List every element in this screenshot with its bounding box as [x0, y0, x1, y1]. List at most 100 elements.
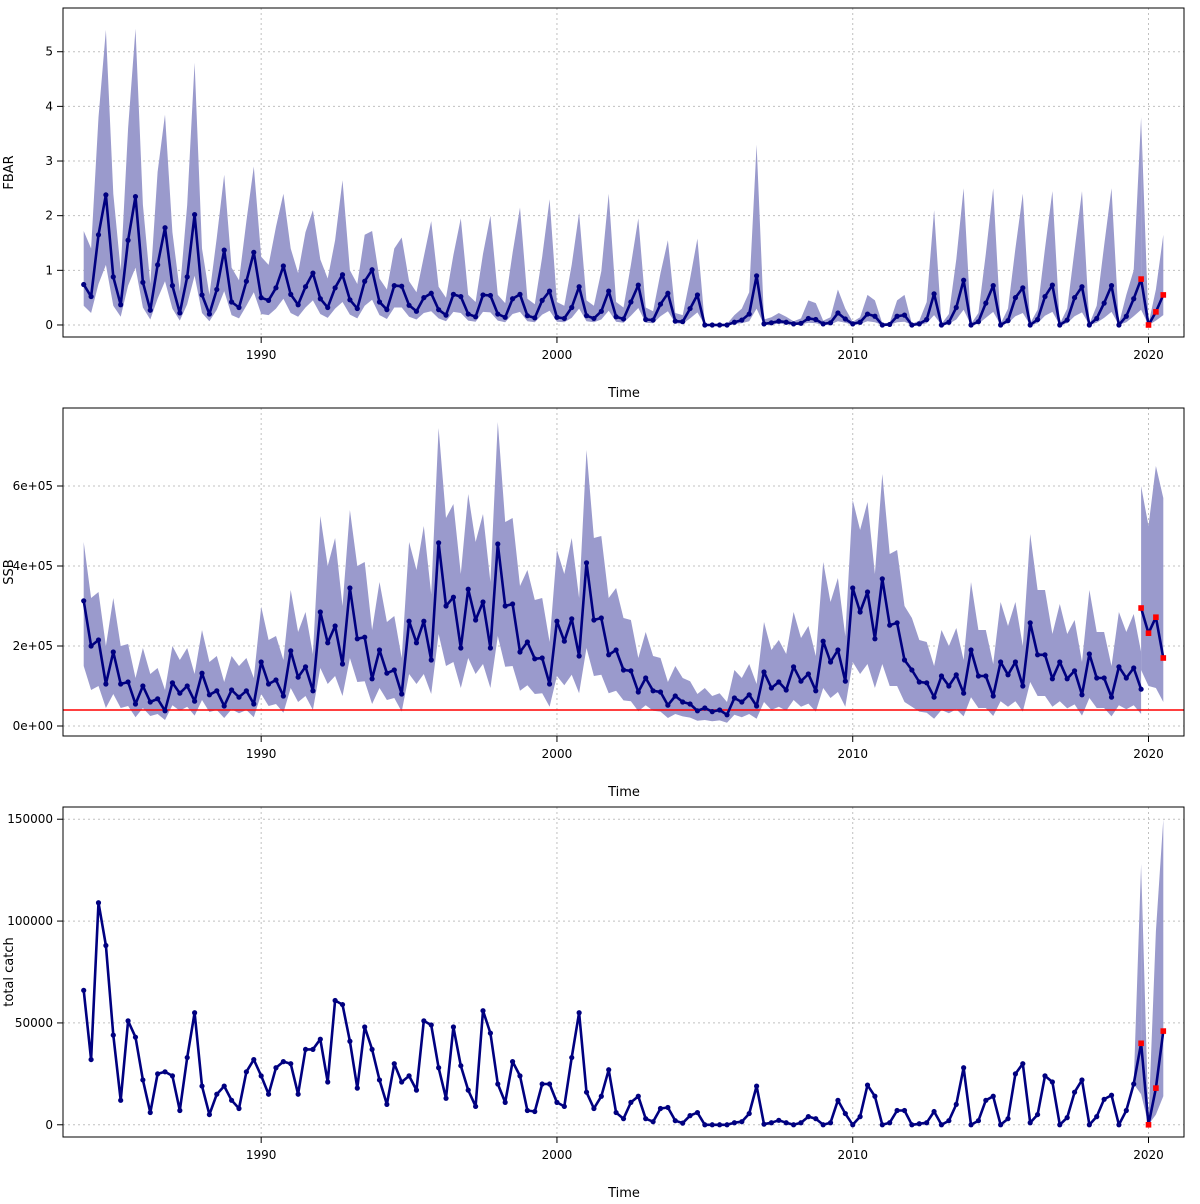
estimate-point [1116, 1122, 1122, 1128]
plot-frame [62, 806, 1185, 1138]
estimate-point [731, 695, 738, 701]
estimate-point [717, 1122, 723, 1128]
estimate-point [265, 1091, 272, 1097]
estimate-point [909, 667, 915, 673]
estimate-point [746, 1110, 752, 1117]
estimate-point [436, 540, 442, 546]
estimate-point [236, 1105, 242, 1112]
estimate-point [258, 295, 264, 301]
estimate-point [1027, 620, 1033, 626]
estimate-point [103, 681, 109, 687]
estimate-point [835, 1097, 841, 1103]
estimate-point [509, 296, 516, 302]
estimate-point [583, 1089, 590, 1095]
estimate-point [376, 1077, 383, 1083]
estimate-point [118, 1097, 124, 1103]
estimate-point [805, 1114, 811, 1120]
estimate-point [879, 322, 885, 328]
estimate-point [1042, 1073, 1048, 1079]
estimate-point [717, 322, 723, 328]
estimate-point [295, 302, 301, 308]
estimate-point [265, 297, 272, 303]
estimate-point [1020, 285, 1026, 291]
estimate-point [406, 302, 412, 308]
estimate-point [1012, 1071, 1019, 1077]
estimate-point [606, 1067, 612, 1073]
estimate-point [1027, 322, 1033, 328]
estimate-point [901, 657, 908, 663]
x-tick-label: 1990 [246, 348, 277, 362]
y-tick-label: 100000 [7, 914, 53, 928]
estimate-point [95, 900, 102, 906]
estimate-point [813, 316, 819, 323]
estimate-point [421, 618, 427, 624]
estimate-point [243, 688, 249, 694]
estimate-point [1131, 296, 1137, 302]
estimate-point [81, 987, 87, 993]
estimate-point [458, 1063, 464, 1069]
projection-point [1138, 605, 1144, 611]
projection-line [1139, 278, 1165, 327]
estimate-point [443, 603, 449, 609]
estimate-point [931, 291, 937, 297]
estimate-point [1057, 322, 1063, 328]
estimate-point [354, 636, 360, 642]
estimate-point [332, 997, 338, 1004]
estimate-point [384, 670, 390, 676]
estimate-point [576, 653, 582, 659]
estimate-point [1101, 300, 1107, 306]
estimate-point [391, 1061, 397, 1067]
projection-point [1145, 630, 1152, 636]
estimate-point [672, 318, 678, 324]
estimate-point [103, 942, 109, 949]
estimate-point [288, 1061, 294, 1067]
estimate-point [1079, 1077, 1085, 1083]
estimate-point [169, 283, 176, 289]
estimate-point [310, 1046, 316, 1053]
estimate-point [1020, 683, 1026, 689]
estimate-point [532, 315, 538, 321]
estimate-point [362, 634, 368, 640]
estimate-point [1108, 694, 1115, 700]
estimate-point [532, 1108, 538, 1115]
estimate-point [916, 321, 922, 327]
estimate-point [968, 647, 974, 653]
estimate-point [339, 1001, 346, 1008]
estimate-point [155, 696, 161, 702]
estimate-point [864, 589, 871, 595]
estimate-point [583, 560, 590, 566]
estimate-point [443, 312, 449, 318]
estimate-point [709, 1122, 715, 1128]
estimate-point [835, 310, 841, 316]
x-tick-label: 2010 [837, 348, 868, 362]
estimate-point [961, 1065, 967, 1071]
estimate-point [458, 293, 464, 300]
estimate-point [842, 1110, 848, 1117]
estimate-point [894, 620, 900, 626]
y-tick-label: 1 [45, 263, 53, 277]
x-axis-label: Time [607, 386, 640, 401]
estimate-point [650, 688, 656, 694]
confidence-band [83, 28, 1142, 326]
estimate-point [1108, 1092, 1115, 1098]
estimate-point [805, 671, 811, 677]
estimate-point [606, 652, 612, 658]
estimate-point [1086, 651, 1092, 657]
estimate-point [864, 311, 871, 317]
estimate-point [946, 1118, 952, 1124]
estimate-point [1042, 652, 1048, 658]
estimate-point [694, 292, 701, 298]
estimate-point [554, 314, 560, 320]
estimate-point [1034, 316, 1041, 323]
estimate-point [901, 312, 908, 318]
estimate-line [82, 193, 1143, 327]
estimate-point [798, 678, 804, 684]
estimate-point [302, 1046, 309, 1053]
estimate-point [251, 1056, 257, 1063]
estimate-point [694, 1109, 701, 1116]
estimate-point [820, 1122, 826, 1128]
projection-point [1153, 309, 1159, 315]
estimate-point [724, 322, 730, 328]
estimate-point [118, 681, 124, 687]
estimate-point [1116, 322, 1122, 328]
